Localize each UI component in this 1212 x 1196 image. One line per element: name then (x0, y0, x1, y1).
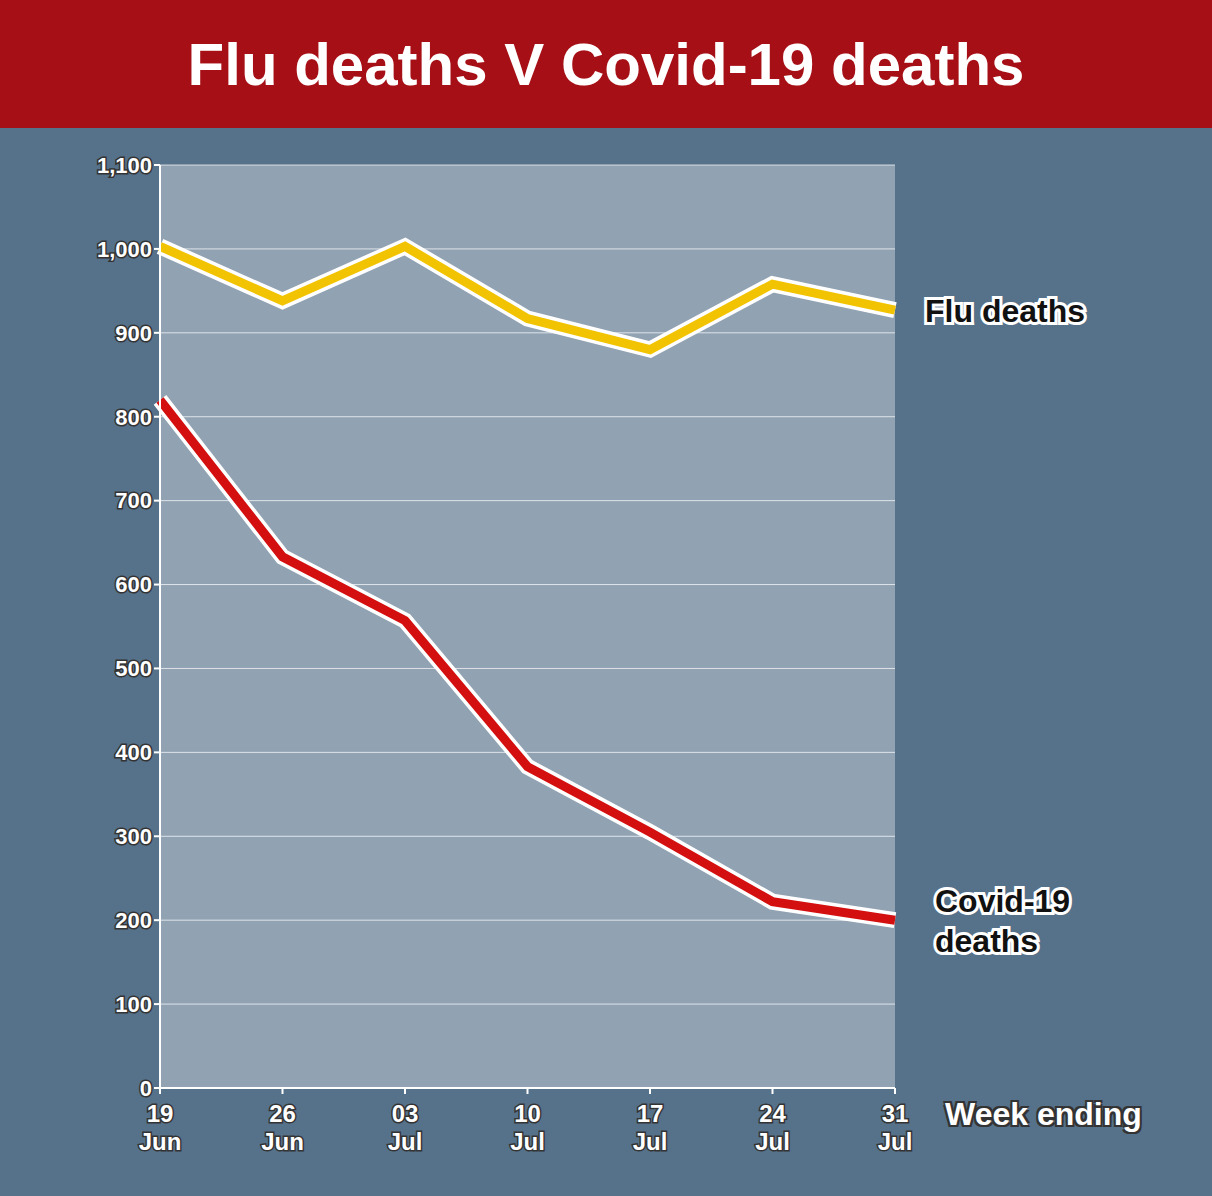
svg-text:200: 200 (115, 908, 152, 933)
svg-text:Flu deaths: Flu deaths (925, 293, 1085, 329)
svg-text:400: 400 (115, 740, 152, 765)
svg-text:31Jul: 31Jul (878, 1100, 913, 1155)
svg-text:Covid-19deaths: Covid-19deaths (935, 883, 1070, 959)
svg-text:900: 900 (115, 321, 152, 346)
svg-text:300: 300 (115, 824, 152, 849)
svg-text:17Jul: 17Jul (633, 1100, 668, 1155)
svg-text:700: 700 (115, 488, 152, 513)
html-text:Week ending: Week ending (945, 1096, 1142, 1132)
svg-text:500: 500 (115, 656, 152, 681)
svg-text:1,100: 1,100 (97, 153, 152, 178)
svg-text:26Jun: 26Jun (261, 1100, 304, 1155)
svg-text:03Jul: 03Jul (388, 1100, 423, 1155)
svg-text:24Jul: 24Jul (755, 1100, 790, 1155)
svg-text:0: 0 (140, 1076, 152, 1101)
svg-text:600: 600 (115, 572, 152, 597)
svg-text:19Jun: 19Jun (139, 1100, 182, 1155)
svg-text:10Jul: 10Jul (510, 1100, 545, 1155)
svg-text:800: 800 (115, 405, 152, 430)
svg-text:1,000: 1,000 (97, 237, 152, 262)
html-text:Flu deaths V Covid-19 deaths: Flu deaths V Covid-19 deaths (187, 30, 1025, 98)
svg-text:100: 100 (115, 992, 152, 1017)
